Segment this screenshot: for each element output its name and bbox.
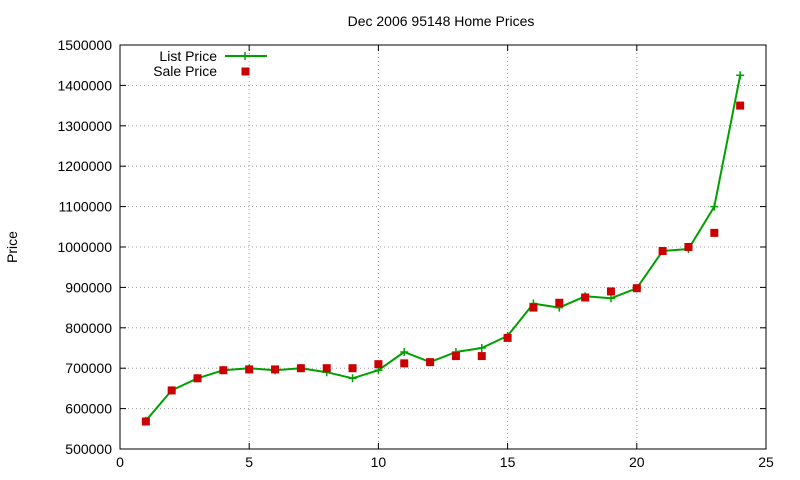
y-tick-label: 1500000	[57, 37, 112, 53]
sale-price-point	[193, 374, 202, 383]
grid	[120, 45, 766, 449]
legend-label-sale-price: Sale Price	[153, 63, 217, 79]
y-tick-label: 1200000	[57, 158, 112, 174]
sale-price-point	[271, 365, 280, 374]
x-tick-label: 0	[116, 454, 124, 470]
sale-price-point	[296, 364, 305, 373]
list-price-point	[710, 202, 719, 211]
list-price-point	[400, 348, 409, 357]
sale-price-point	[503, 333, 512, 342]
y-tick-label: 1400000	[57, 77, 112, 93]
x-tick-label: 25	[758, 454, 774, 470]
y-axis-label: Price	[4, 231, 20, 263]
axis-ticks: 0 5 10 15 20 25 500000 600000 700000 800000 900000…	[57, 37, 774, 470]
sale-price-point	[322, 364, 331, 373]
list-price-point	[606, 294, 615, 303]
series	[141, 71, 745, 426]
sale-price-point	[736, 101, 745, 110]
sale-price-point	[245, 365, 254, 374]
sale-price-point	[658, 247, 667, 256]
y-tick-label: 600000	[65, 401, 112, 417]
legend-marker-list-price	[241, 52, 249, 60]
y-tick-label: 1000000	[57, 239, 112, 255]
list-price-point	[736, 71, 745, 80]
x-tick-label: 15	[500, 454, 516, 470]
list-price-line	[145, 75, 742, 422]
y-tick-label: 700000	[65, 360, 112, 376]
sale-price-point	[632, 284, 641, 293]
y-tick-label: 1100000	[59, 199, 113, 215]
chart-title: Dec 2006 95148 Home Prices	[348, 13, 535, 29]
legend: List Price Sale Price	[153, 48, 267, 79]
sale-price-point	[529, 303, 538, 312]
sale-price-point	[374, 360, 383, 369]
sale-price-point	[606, 287, 615, 296]
y-tick-label: 1300000	[57, 118, 112, 134]
y-tick-label: 800000	[65, 320, 112, 336]
list-price-point	[477, 344, 486, 352]
sale-price-point	[167, 386, 176, 395]
y-tick-label: 500000	[65, 441, 112, 457]
y-tick-label: 900000	[65, 279, 112, 295]
sale-price-point	[451, 352, 460, 361]
sale-price-point	[581, 293, 590, 302]
x-tick-label: 5	[245, 454, 253, 470]
sale-price-point	[141, 417, 150, 426]
sale-price-point	[555, 298, 564, 307]
x-tick-label: 20	[629, 454, 645, 470]
sale-price-point	[710, 228, 719, 237]
x-tick-label: 10	[371, 454, 387, 470]
sale-price-point	[477, 352, 486, 361]
sale-price-point	[219, 366, 228, 375]
legend-marker-sale-price	[241, 67, 250, 76]
sale-price-point	[684, 243, 693, 251]
sale-price-point	[348, 364, 357, 373]
list-price-point	[348, 374, 357, 383]
sale-price-point	[400, 359, 409, 368]
sale-price-point	[426, 358, 435, 367]
legend-label-list-price: List Price	[159, 48, 217, 64]
